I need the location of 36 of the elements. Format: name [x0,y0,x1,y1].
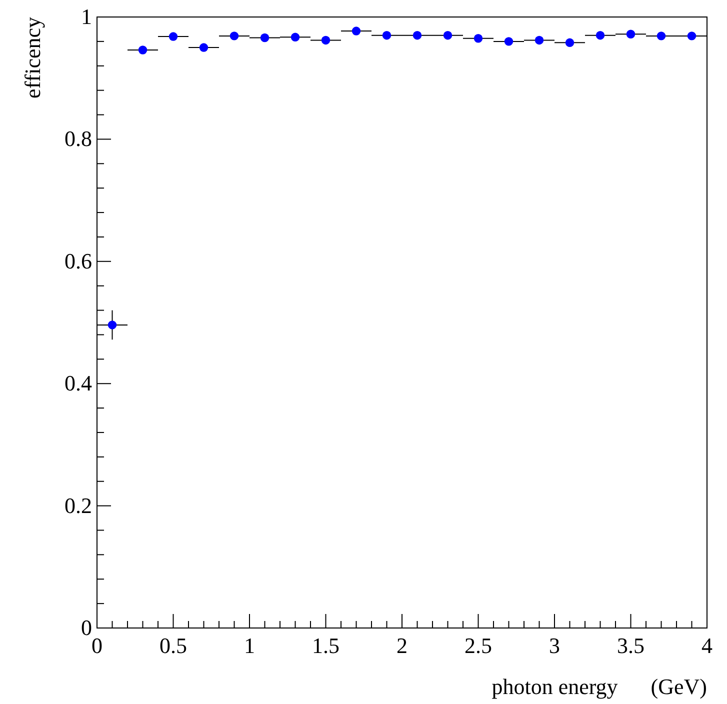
point [656,32,666,40]
x-tick-label: 0.5 [160,633,187,658]
point [626,30,636,38]
point [321,36,330,45]
point [260,33,270,42]
x-tick-label: 2 [396,633,408,658]
x-axis-title: photon energy (GeV) [492,674,707,699]
point [504,37,514,46]
point [290,32,300,42]
point [596,30,605,40]
point [352,26,361,36]
x-tick-label: 4 [702,633,712,658]
point [199,43,208,52]
y-tick-label: 0 [81,615,92,640]
y-tick-label: 0.2 [64,492,92,518]
x-tick-label: 1.5 [312,633,340,658]
y-tick-label: 1 [81,4,92,29]
y-axis-title: efficency [20,17,45,98]
x-tick-label: 3.5 [617,633,644,658]
point [138,46,148,54]
x-tick-label: 1 [244,633,255,658]
point [412,30,422,40]
point [687,32,696,40]
x-tick-label: 3 [549,633,560,658]
y-tick-label: 0.4 [64,370,92,396]
point [382,30,392,40]
point [443,30,452,40]
y-tick-label: 0.8 [64,126,92,152]
point [474,34,483,43]
point [565,38,574,48]
point [108,320,117,330]
point [230,32,239,40]
point [168,32,178,41]
point [534,36,544,45]
x-tick-label: 2.5 [464,633,492,658]
y-tick-label: 0.6 [64,248,92,274]
